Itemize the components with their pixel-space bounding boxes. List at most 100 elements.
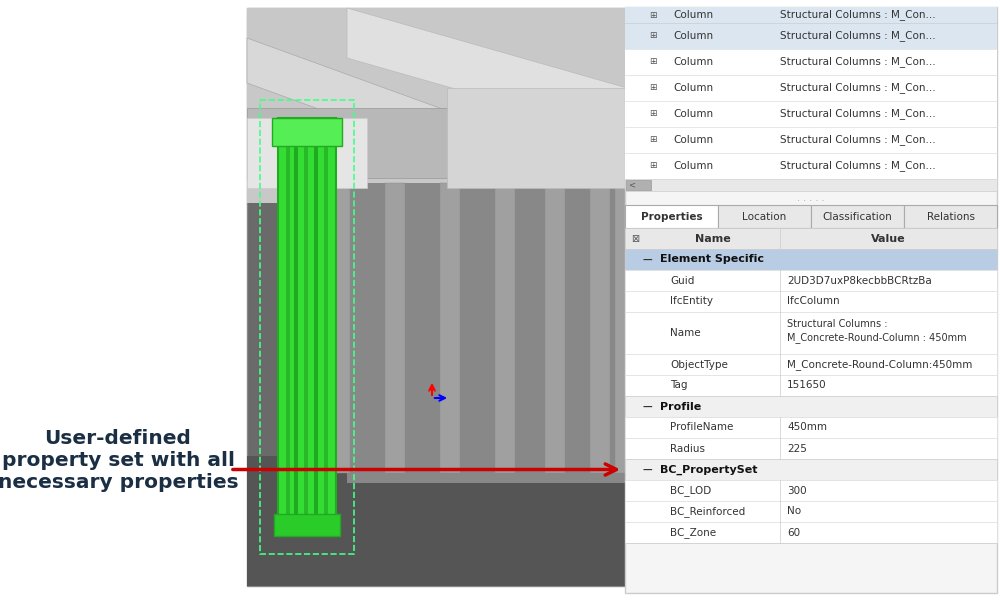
Bar (625, 270, 997, 291)
Text: . . . . .: . . . . . (797, 193, 825, 203)
Text: 60: 60 (787, 527, 800, 538)
Bar (625, 153, 997, 179)
Bar (625, 375, 997, 396)
Text: 225: 225 (787, 443, 807, 454)
Bar (625, 249, 997, 270)
Bar (247, 8, 625, 203)
Bar (294, 118, 298, 536)
Bar (278, 118, 336, 536)
Bar (625, 228, 997, 249)
Bar (385, 183, 405, 473)
Bar (625, 417, 997, 438)
Text: Structural Columns : M_Con...: Structural Columns : M_Con... (780, 161, 936, 172)
Text: Name: Name (670, 328, 701, 338)
Text: Element Specific: Element Specific (660, 254, 764, 265)
Text: Structural Columns : M_Con...: Structural Columns : M_Con... (780, 56, 936, 67)
Bar (625, 75, 997, 101)
Bar (625, 23, 997, 49)
Bar (447, 88, 625, 188)
Bar (304, 118, 308, 536)
Bar (625, 480, 997, 501)
Bar (247, 456, 625, 586)
Bar (625, 127, 997, 153)
Bar (347, 183, 625, 483)
Text: Column: Column (673, 31, 713, 41)
Bar (615, 183, 635, 473)
Bar (495, 183, 515, 473)
Text: Column: Column (673, 57, 713, 67)
Text: Relations: Relations (926, 211, 974, 221)
Text: ⊞: ⊞ (649, 109, 657, 118)
Bar (625, 312, 997, 354)
Text: User-defined
property set with all
necessary properties: User-defined property set with all neces… (0, 428, 238, 491)
Text: 2UD3D7uxP8kecbbBCRtzBa: 2UD3D7uxP8kecbbBCRtzBa (787, 275, 932, 286)
Bar (718, 205, 811, 228)
Text: ⊞: ⊞ (649, 31, 657, 40)
Bar (811, 205, 904, 228)
Bar (590, 183, 610, 473)
Bar (274, 514, 340, 536)
Text: ProfileName: ProfileName (670, 422, 733, 433)
Text: Structural Columns : M_Con...: Structural Columns : M_Con... (780, 10, 936, 20)
Text: Structural Columns : M_Con...: Structural Columns : M_Con... (780, 134, 936, 145)
Text: −: − (641, 463, 653, 476)
Bar (625, 179, 997, 191)
Text: ObjectType: ObjectType (670, 359, 728, 370)
Text: Structural Columns :: Structural Columns : (787, 319, 888, 329)
Text: No: No (787, 506, 801, 517)
Text: BC_Reinforced: BC_Reinforced (670, 506, 745, 517)
Text: BC_LOD: BC_LOD (670, 485, 711, 496)
Text: Column: Column (673, 135, 713, 145)
Text: ⊞: ⊞ (649, 10, 657, 19)
Text: −: − (641, 253, 653, 266)
Bar (286, 118, 290, 536)
Text: Column: Column (673, 161, 713, 171)
Bar (440, 183, 460, 473)
Text: Profile: Profile (660, 401, 701, 412)
Text: ⊞: ⊞ (649, 136, 657, 145)
Text: Properties: Properties (641, 211, 702, 221)
Bar (625, 291, 997, 312)
Text: Structural Columns : M_Con...: Structural Columns : M_Con... (780, 109, 936, 119)
Text: 151650: 151650 (787, 380, 827, 391)
Text: BC_PropertySet: BC_PropertySet (660, 464, 758, 475)
Polygon shape (347, 8, 627, 138)
Bar (314, 118, 318, 536)
Bar (625, 7, 997, 23)
Bar (247, 8, 625, 586)
Bar (247, 108, 625, 178)
Text: Structural Columns : M_Con...: Structural Columns : M_Con... (780, 83, 936, 94)
Text: 300: 300 (787, 485, 807, 496)
Text: Tag: Tag (670, 380, 688, 391)
Text: IfcColumn: IfcColumn (787, 296, 840, 307)
Text: Radius: Radius (670, 443, 705, 454)
Bar (545, 183, 565, 473)
Bar (272, 118, 342, 146)
Bar (324, 118, 328, 536)
Text: ⊞: ⊞ (649, 83, 657, 92)
Bar (625, 354, 997, 375)
Text: Column: Column (673, 83, 713, 93)
Text: Location: Location (742, 211, 787, 221)
Bar (625, 396, 997, 417)
Text: Column: Column (673, 109, 713, 119)
Bar (625, 49, 997, 75)
Text: ⊠: ⊠ (631, 233, 639, 244)
Text: IfcEntity: IfcEntity (670, 296, 713, 307)
Text: Guid: Guid (670, 275, 694, 286)
Bar (625, 522, 997, 543)
Text: −: − (641, 400, 653, 413)
Bar (260, 100, 354, 554)
Bar (625, 438, 997, 459)
Bar (904, 205, 997, 228)
Text: ⊞: ⊞ (649, 58, 657, 67)
Polygon shape (247, 38, 467, 163)
Bar (625, 501, 997, 522)
Bar (626, 180, 651, 190)
Text: Classification: Classification (823, 211, 892, 221)
Text: Name: Name (695, 233, 730, 244)
Bar (330, 183, 350, 473)
Bar (625, 205, 718, 228)
Text: Column: Column (673, 10, 713, 20)
Bar (625, 7, 997, 593)
